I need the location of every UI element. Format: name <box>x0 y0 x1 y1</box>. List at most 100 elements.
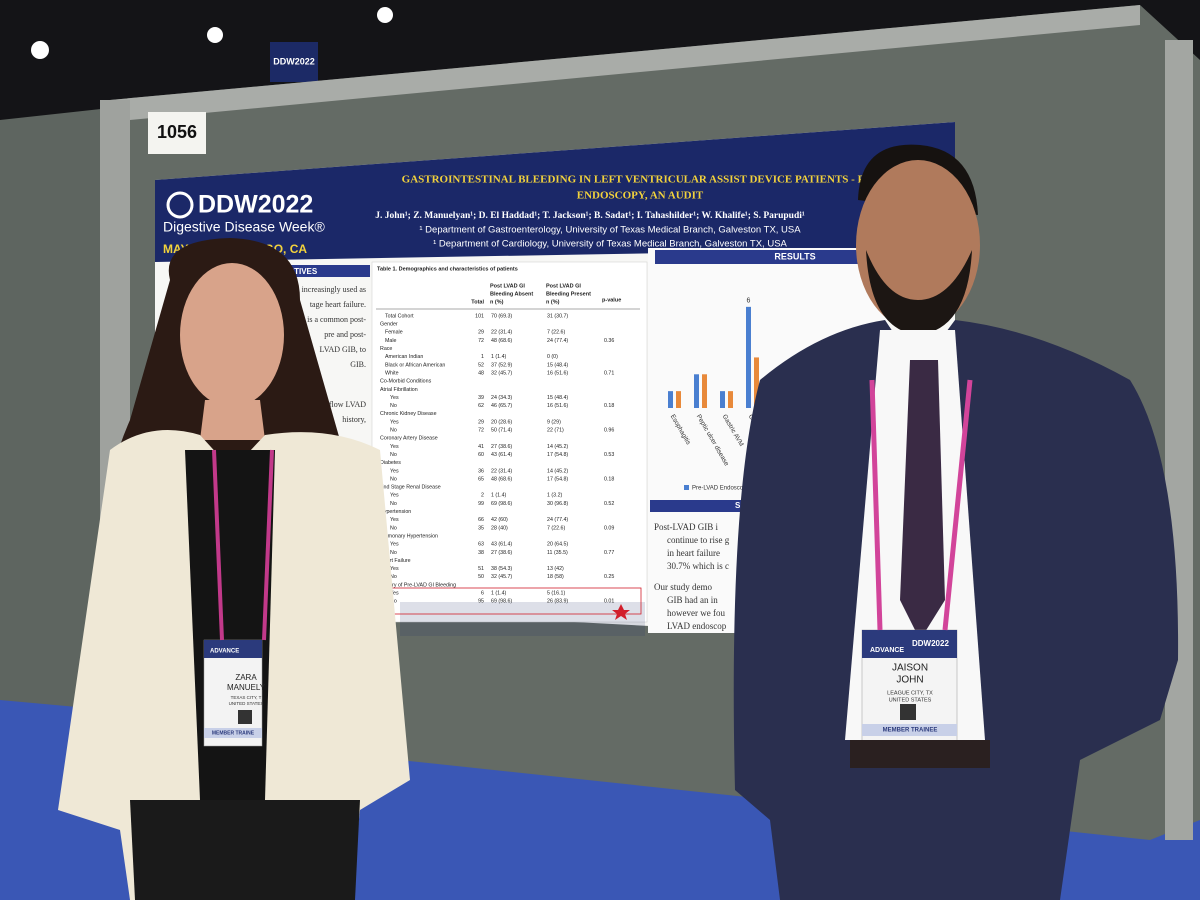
badge-place: UNITED STATES <box>889 697 932 703</box>
table-cell: 35 <box>478 525 484 531</box>
table-cell: 48 (68.6) <box>491 476 512 482</box>
table-cell: 0.18 <box>604 476 614 482</box>
table-cell: 24 (77.4) <box>547 338 568 344</box>
objectives-line: pre and post- <box>324 330 366 339</box>
objectives-line: is a common post- <box>307 315 366 324</box>
table-header: Post LVAD GI <box>490 283 525 289</box>
summary-line: Our study demo <box>654 582 712 592</box>
table-cell: 32 (45.7) <box>491 574 512 580</box>
table-cell: 1 (1.4) <box>491 354 507 360</box>
summary-line: 30.7% which is c <box>667 561 729 571</box>
table-cell: 24 (77.4) <box>547 517 568 523</box>
table-row-label: No <box>390 428 397 434</box>
table-cell: 1 <box>481 354 484 360</box>
table-header: Bleeding Absent <box>490 291 533 297</box>
badge-place: LEAGUE CITY, TX <box>887 690 933 696</box>
person-right <box>733 144 1179 900</box>
lanyard <box>212 449 224 641</box>
table-cell: 1 (3.2) <box>547 493 563 499</box>
table-cell: 60 <box>478 452 484 458</box>
objectives-line: increasingly used as <box>302 285 366 294</box>
summary-line: Post-LVAD GIB i <box>654 522 719 532</box>
table-cell: 28 (40) <box>491 525 508 531</box>
table-cell: 50 <box>478 574 484 580</box>
badge-name: JOHN <box>896 675 923 686</box>
bar <box>720 391 725 408</box>
summary-line: in heart failure <box>667 548 720 558</box>
objectives-line: -flow LVAD <box>326 400 366 409</box>
table-row-label: No <box>390 550 397 556</box>
legend-swatch <box>684 485 689 490</box>
table-cell: 7 (22.6) <box>547 330 565 336</box>
results-heading-bar <box>655 250 880 264</box>
bar-value-label: 6 <box>747 298 751 305</box>
table-header: p-value <box>602 297 621 303</box>
table-header: Bleeding Present <box>546 291 591 297</box>
objectives-line: GIB. <box>350 360 366 369</box>
table-row-label: Yes <box>390 419 399 425</box>
table-cell: 13 (42) <box>547 566 564 572</box>
poster-logo: DDW2022 <box>198 191 313 219</box>
table-header: Post LVAD GI <box>546 283 581 289</box>
table-cell: 38 <box>478 550 484 556</box>
table-row-label: Yes <box>390 395 399 401</box>
banner-sign <box>270 42 318 82</box>
badge-place: TEXAS CITY, T <box>231 695 262 700</box>
person-left <box>58 238 410 900</box>
table-row-label: Total Cohort <box>385 313 414 319</box>
objectives-heading: ECTIVES <box>283 267 318 276</box>
table-cell: 41 <box>478 444 484 450</box>
table-cell: 24 (34.3) <box>491 395 512 401</box>
table-row-label: History of Pre-LVAD GI Bleeding <box>380 582 456 588</box>
table-row-label: Race <box>380 346 392 352</box>
table-row-label: Female <box>385 330 403 336</box>
table-cell: 27 (38.6) <box>491 444 512 450</box>
table-row-label: Hypertension <box>380 509 411 515</box>
table-row-label: Yes <box>390 566 399 572</box>
badge-place: UNITED STATES <box>229 701 264 706</box>
panel-post <box>1165 40 1193 840</box>
table-cell: 39 <box>478 395 484 401</box>
table-header: Total <box>471 299 484 305</box>
table-cell: 20 (64.5) <box>547 542 568 548</box>
poster-header <box>155 122 955 262</box>
table-cell: 16 (51.6) <box>547 403 568 409</box>
summary-heading: S <box>735 501 741 510</box>
table-cell: 0.77 <box>604 550 614 556</box>
light <box>207 27 223 43</box>
neck <box>200 400 265 440</box>
table-cell: 0 (0) <box>547 354 558 360</box>
table-cell: 6 <box>481 591 484 597</box>
booth-number: 1056 <box>157 122 197 142</box>
table-row-label: No <box>390 452 397 458</box>
table-cell: 99 <box>478 501 484 507</box>
table-cell: 26 (83.9) <box>547 599 568 605</box>
table-row-label: No <box>390 501 397 507</box>
table-row-label: No <box>390 525 397 531</box>
badge-name: ZARA <box>235 673 257 682</box>
bar <box>702 374 707 408</box>
poster-footer <box>400 602 645 636</box>
table-cell: 48 <box>478 370 484 376</box>
table-row-label: Gender <box>380 322 398 328</box>
table-cell: 15 (48.4) <box>547 362 568 368</box>
table-row-label: No <box>390 403 397 409</box>
table-cell: 46 (65.7) <box>491 403 512 409</box>
table-header: n (%) <box>490 299 504 305</box>
table-cell: 52 <box>478 362 484 368</box>
table-cell: 0.36 <box>604 338 614 344</box>
bar <box>694 374 699 408</box>
table-cell: 95 <box>478 599 484 605</box>
lanyard <box>942 379 973 631</box>
table-cell: 0.25 <box>604 574 614 580</box>
bar <box>668 391 673 408</box>
table-row-label: American Indian <box>385 354 423 360</box>
table-cell: 17 (54.8) <box>547 476 568 482</box>
table-caption: Table 1. Demographics and characteristic… <box>377 266 518 272</box>
table-cell: 22 (71) <box>547 428 564 434</box>
table-row-label: White <box>385 370 399 376</box>
summary-line: however we fou <box>667 608 725 618</box>
poster-affiliation: ¹ Department of Cardiology, University o… <box>433 239 787 250</box>
